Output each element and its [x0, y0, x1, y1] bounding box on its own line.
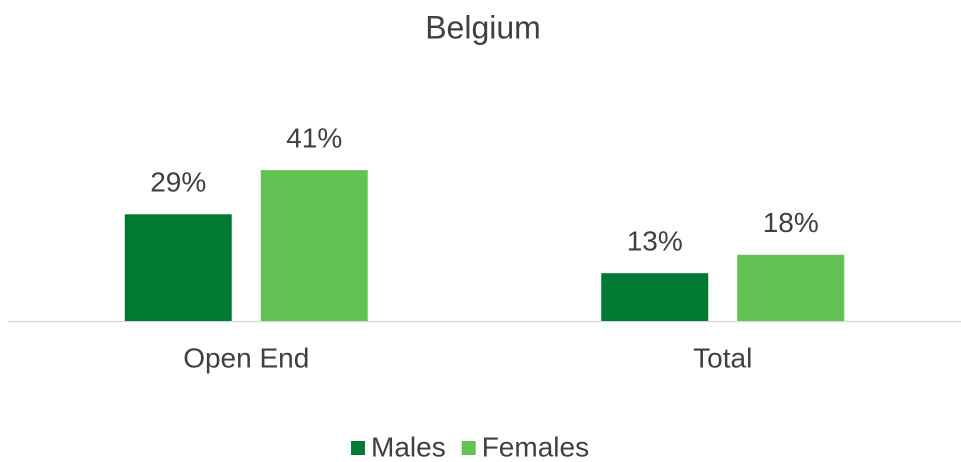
chart-title: Belgium	[425, 9, 541, 45]
bar	[601, 273, 709, 321]
legend-label: Males	[371, 431, 446, 462]
legend-swatch	[351, 441, 365, 455]
x-tick-label: Open End	[183, 342, 309, 373]
legend-label: Females	[482, 431, 589, 462]
data-label: 18%	[763, 207, 819, 238]
data-label: 29%	[150, 167, 206, 198]
bar	[260, 170, 368, 321]
x-tick-label: Total	[693, 342, 752, 373]
bar	[737, 254, 845, 321]
legend-swatch	[461, 441, 476, 455]
data-label: 41%	[286, 123, 342, 154]
data-label: 13%	[627, 226, 683, 257]
bar	[124, 214, 232, 321]
